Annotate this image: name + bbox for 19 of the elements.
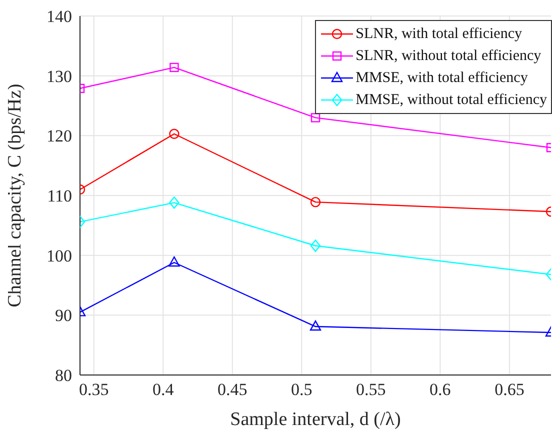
y-tick-label: 130 [46, 66, 72, 86]
y-tick-label: 90 [55, 306, 72, 326]
x-tick-label: 0.45 [218, 380, 248, 400]
x-tick-label: 0.55 [356, 380, 386, 400]
x-tick-label: 0.35 [78, 380, 109, 400]
x-tick-label: 0.4 [152, 380, 174, 400]
x-tick-label: 0.5 [291, 380, 312, 400]
legend-label: SLNR, with total efficiency [356, 26, 522, 42]
legend-label: SLNR, without total efficiency [356, 48, 542, 64]
y-tick-label: 120 [46, 126, 72, 146]
x-tick-label: 0.6 [430, 380, 451, 400]
y-tick-label: 110 [47, 186, 72, 206]
legend-label: MMSE, without total efficiency [356, 92, 547, 108]
y-tick-label: 140 [46, 7, 72, 26]
y-tick-label: 100 [46, 246, 72, 266]
x-axis-title: Sample interval, d (/λ) [230, 409, 401, 430]
x-tick-label: 0.65 [494, 380, 524, 400]
legend-label: MMSE, with total efficiency [356, 70, 528, 86]
y-tick-label: 80 [55, 366, 72, 386]
